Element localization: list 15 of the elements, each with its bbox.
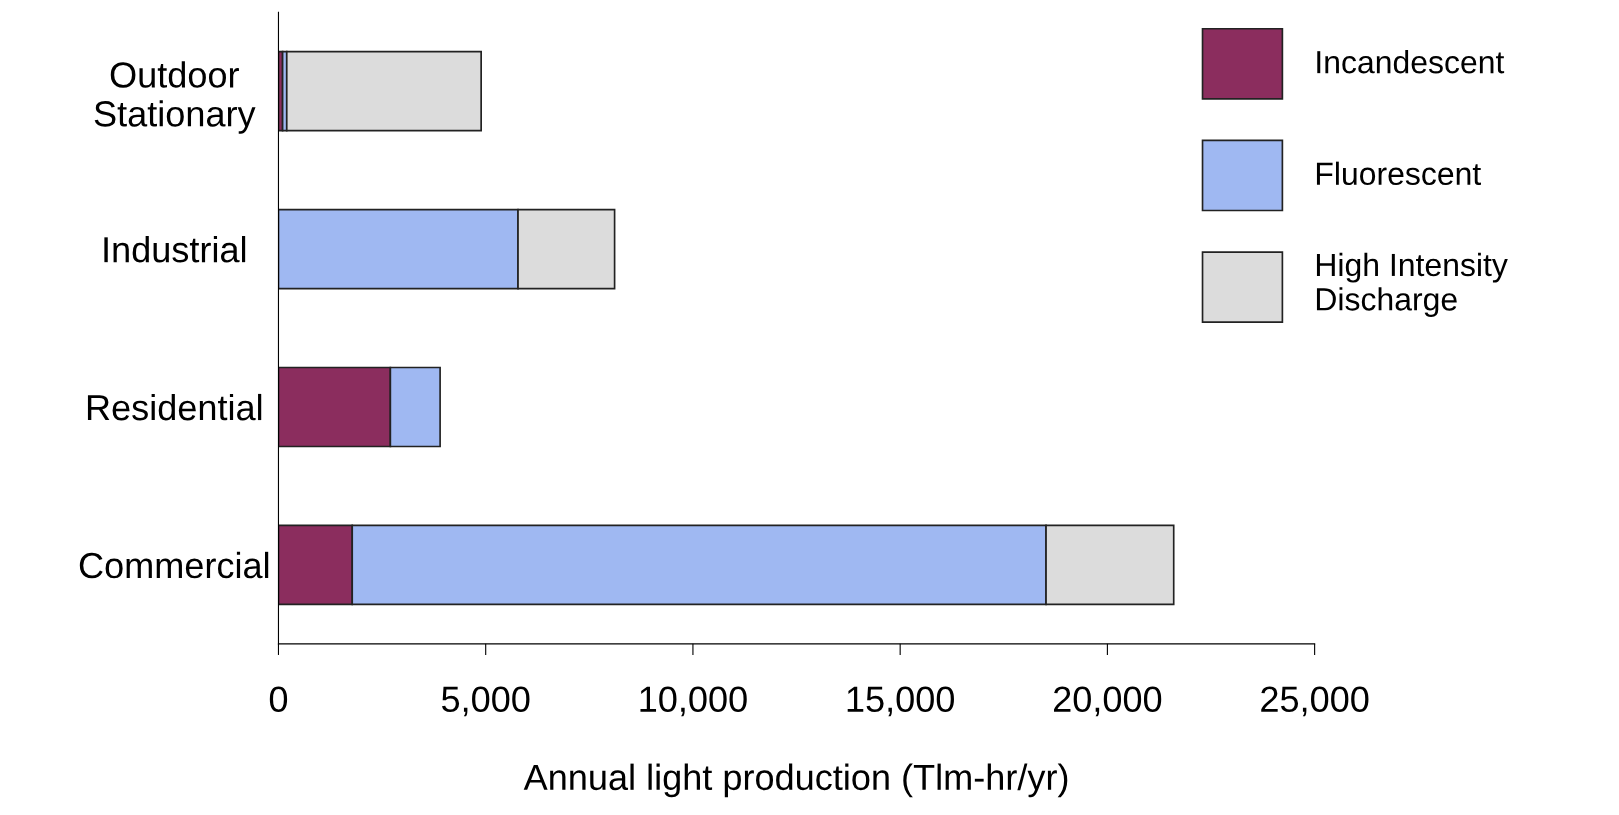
x-tick-label: 25,000 (1261, 686, 1369, 717)
y-tick-label: Industrial (104, 236, 246, 263)
x-axis-title: Annual light production (Tlm-hr/yr) (523, 763, 1068, 798)
x-tick-label: 5,000 (441, 686, 530, 717)
legend-label: High Intensity Discharge (1316, 252, 1508, 317)
x-tick-label: 0 (269, 686, 288, 713)
x-tick-label: 20,000 (1053, 686, 1162, 717)
legend-label: Incandescent (1317, 50, 1505, 74)
y-tick-label: Commercial (79, 551, 269, 579)
legend-label: Fluorescent (1316, 161, 1481, 186)
y-tick-label: Residential (87, 393, 262, 421)
y-tick-label: Outdoor Stationary (94, 61, 256, 134)
x-tick-label: 10,000 (640, 686, 747, 717)
bar (285, 50, 482, 132)
x-tick-label: 15,000 (847, 686, 954, 717)
